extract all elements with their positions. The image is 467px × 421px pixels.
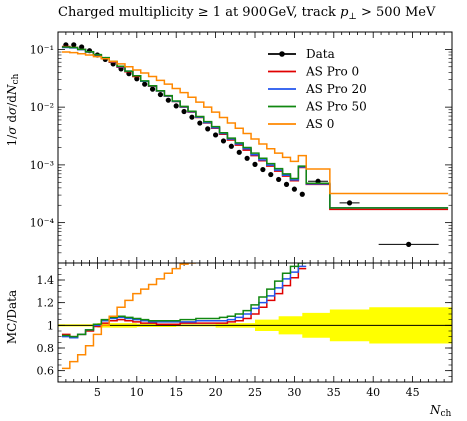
data-point xyxy=(71,42,77,48)
title-p: p xyxy=(340,5,349,20)
title-prefix: Charged multiplicity ≥ 1 at 900 xyxy=(58,5,267,20)
ratio-as-0-line xyxy=(61,263,196,370)
x-tick-label: 35 xyxy=(327,386,341,399)
data-point xyxy=(299,191,305,197)
ratio-y-tick-label: 1.2 xyxy=(37,297,55,310)
series-as-pro-50-line xyxy=(61,46,449,209)
x-tick-label: 15 xyxy=(169,386,183,399)
ratio-as-pro-0-line xyxy=(61,267,307,338)
x-tick-label: 25 xyxy=(248,386,262,399)
ratio-y-tick-label: 1 xyxy=(47,319,54,332)
legend-as-0-label: AS 0 xyxy=(305,117,334,131)
main-panel: 10⁻¹ 10⁻² 10⁻³ 10⁻⁴ xyxy=(30,31,453,382)
data-point xyxy=(220,138,227,144)
legend-as-pro-20-label: AS Pro 20 xyxy=(305,82,367,96)
data-point xyxy=(205,126,211,132)
data-point xyxy=(346,200,353,206)
legend-data-marker xyxy=(279,51,285,57)
ratio-y-axis-label: MC/Data xyxy=(5,290,19,344)
data-point xyxy=(149,86,156,92)
data-point xyxy=(197,120,203,126)
data-point xyxy=(165,97,171,103)
data-point xyxy=(260,166,266,173)
data-point xyxy=(189,114,195,120)
ratio-as-pro-20-line xyxy=(61,265,307,339)
data-point xyxy=(79,44,85,50)
data-point xyxy=(268,171,274,178)
legend: Data AS Pro 0 AS Pro 20 AS Pro 50 AS 0 xyxy=(268,47,367,131)
legend-data-label: Data xyxy=(306,47,335,61)
main-y-tick-label: 10⁻³ xyxy=(30,159,54,172)
x-tick-label: 20 xyxy=(209,386,223,399)
series-as-pro-20-line xyxy=(61,46,449,209)
legend-as-pro-0-label: AS Pro 0 xyxy=(305,65,359,79)
main-y-tick-label: 10⁻¹ xyxy=(30,43,54,56)
data-point xyxy=(228,143,234,149)
x-tick-label: 10 xyxy=(130,386,144,399)
data-point xyxy=(244,155,250,161)
data-point xyxy=(276,176,282,183)
legend-as-pro-50-label: AS Pro 50 xyxy=(305,100,367,114)
data-point xyxy=(213,132,219,138)
data-point xyxy=(157,91,164,98)
x-tick-label: 40 xyxy=(366,386,380,399)
ratio-y-tick-label: 0.8 xyxy=(37,342,55,355)
x-tick-label: 30 xyxy=(287,386,301,399)
title-unit-gev: GeV, track xyxy=(268,5,340,20)
series-as-0-line xyxy=(61,51,449,195)
data-point xyxy=(283,181,290,187)
title-perp: ⊥ xyxy=(348,12,356,22)
series-data-points xyxy=(63,42,439,247)
data-point xyxy=(134,76,140,82)
data-point xyxy=(252,161,258,167)
data-point xyxy=(181,108,187,115)
x-axis-label: Nch xyxy=(429,403,452,419)
data-point xyxy=(236,149,242,155)
ratio-panel: 5 10 15 20 25 30 35 40 45 0.6 0.8 1 1.2 1.4 xyxy=(37,262,453,399)
chart-title: Charged multiplicity ≥ 1 at 900GeV, trac… xyxy=(58,5,436,22)
main-y-axis-label: 1/σ dσ/dNch xyxy=(5,73,21,146)
x-tick-label: 5 xyxy=(94,386,101,399)
main-y-tick-label: 10⁻⁴ xyxy=(30,217,55,230)
data-point xyxy=(142,81,148,87)
ratio-y-tick-label: 0.6 xyxy=(37,365,55,378)
ratio-frame xyxy=(57,262,453,383)
data-point xyxy=(173,103,179,109)
title-suffix: > 500 MeV xyxy=(357,5,436,20)
data-point xyxy=(291,186,297,192)
ratio-as-pro-50-line xyxy=(61,263,307,338)
data-point xyxy=(406,241,412,247)
x-tick-label: 45 xyxy=(406,386,420,399)
main-y-tick-label: 10⁻² xyxy=(30,101,54,114)
ratio-y-tick-label: 1.4 xyxy=(37,274,55,287)
